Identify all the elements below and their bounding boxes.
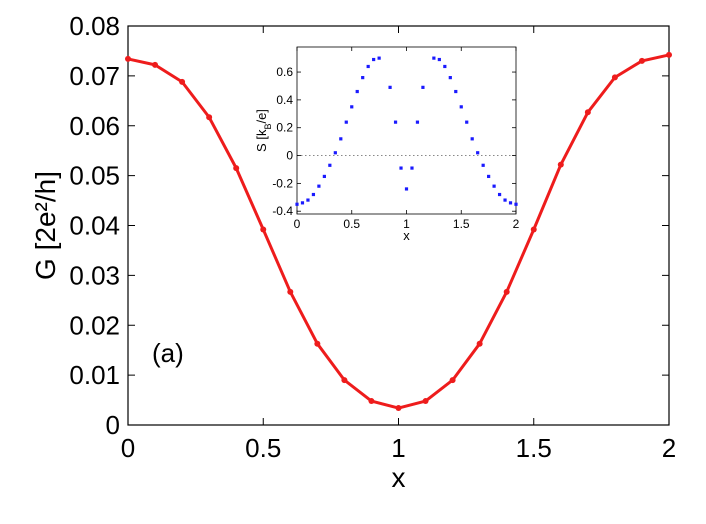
- main-data-point: [422, 398, 429, 405]
- main-y-tick-label: 0.03: [69, 260, 120, 290]
- inset-data-point: [448, 76, 452, 80]
- inset-data-point: [432, 56, 436, 60]
- inset-data-point: [492, 184, 496, 188]
- main-data-point: [395, 405, 402, 412]
- main-data-point: [206, 114, 213, 121]
- inset-data-point: [361, 76, 365, 80]
- inset-plot: 0 0.5 1 1.5 2 -0.4 -0.2 0 0.2 0.4 0.6 x S [kB/e]: [254, 46, 520, 243]
- inset-data-point: [487, 174, 491, 179]
- inset-data-point: [333, 151, 337, 155]
- main-y-tick-label: 0.04: [69, 211, 120, 241]
- main-plot: 0 0.5 1 1.5 2 0 0.01 0.02 0.03 0.04 0.05 0.06 0.07 0.…: [30, 11, 676, 493]
- main-y-tick-label: 0.07: [69, 61, 120, 91]
- inset-y-tick-label: 0: [286, 149, 293, 163]
- main-data-point: [638, 57, 645, 64]
- main-data-point: [666, 51, 672, 58]
- inset-data-point: [372, 57, 376, 62]
- main-x-tick-label: 1: [391, 433, 405, 463]
- inset-series: [295, 56, 518, 206]
- inset-data-point: [355, 89, 359, 94]
- inset-data-point: [470, 137, 474, 141]
- main-data-point: [287, 288, 294, 295]
- inset-data-point: [404, 187, 409, 191]
- main-data-point: [611, 74, 618, 81]
- inset-data-point: [322, 174, 326, 179]
- inset-data-point: [415, 120, 420, 124]
- main-data-point: [503, 288, 510, 295]
- inset-data-point: [388, 85, 392, 89]
- main-y-tick-label: 0.02: [69, 310, 120, 340]
- inset-data-point: [421, 85, 425, 89]
- panel-label: (a): [152, 338, 184, 368]
- main-x-tick-label: 0: [121, 433, 135, 463]
- inset-data-point: [328, 163, 332, 167]
- inset-data-point: [514, 202, 518, 206]
- inset-data-point: [508, 201, 513, 205]
- main-data-point: [557, 161, 564, 168]
- inset-data-point: [344, 120, 348, 124]
- inset-data-point: [317, 184, 321, 188]
- inset-data-point: [366, 64, 370, 69]
- inset-x-axis-label: x: [403, 228, 410, 243]
- main-y-tick-label: 0.08: [69, 11, 120, 41]
- inset-data-point: [437, 57, 441, 62]
- inset-x-tick-label: 0.5: [343, 217, 360, 231]
- inset-ticks: 0 0.5 1 1.5 2 -0.4 -0.2 0 0.2 0.4 0.6: [272, 47, 520, 231]
- main-y-tick-label: 0.06: [69, 111, 120, 141]
- main-y-tick-label: 0.01: [69, 360, 120, 390]
- inset-data-point: [300, 201, 305, 205]
- inset-y-tick-label: 0.4: [276, 93, 293, 107]
- main-ticks: 0 0.5 1 1.5 2 0 0.01 0.02 0.03 0.04 0.05 0.06 0.07 0.…: [69, 11, 676, 463]
- main-data-point: [179, 78, 186, 85]
- main-data-point: [341, 377, 348, 384]
- inset-x-tick-label: 1.5: [453, 217, 470, 231]
- main-data-point: [449, 377, 456, 384]
- main-data-point: [314, 340, 321, 347]
- main-x-tick-label: 1.5: [516, 433, 552, 463]
- inset-y-tick-label: 0.6: [276, 65, 293, 79]
- main-data-point: [152, 61, 159, 68]
- inset-data-point: [399, 166, 403, 170]
- inset-data-point: [295, 202, 299, 206]
- inset-data-point: [410, 166, 414, 170]
- main-data-point: [530, 226, 537, 233]
- inset-data-point: [476, 151, 480, 155]
- inset-data-point: [339, 137, 343, 141]
- inset-data-point: [306, 198, 310, 202]
- main-data-point: [125, 55, 131, 62]
- main-x-tick-label: 2: [662, 433, 676, 463]
- main-y-tick-label: 0.05: [69, 161, 120, 191]
- main-y-axis-label: G [2e²/h]: [30, 171, 61, 280]
- inset-data-point: [454, 89, 458, 94]
- inset-data-point: [350, 105, 354, 109]
- inset-y-tick-label: 0.2: [276, 121, 293, 135]
- inset-data-point: [497, 192, 502, 197]
- inset-data-point: [481, 163, 485, 167]
- inset-background: [297, 47, 516, 214]
- inset-y-axis-label: S [kB/e]: [254, 109, 273, 152]
- main-data-point: [368, 398, 375, 405]
- inset-y-tick-label: -0.4: [272, 204, 293, 218]
- inset-x-tick-label: 2: [513, 217, 520, 231]
- inset-x-tick-label: 0: [294, 217, 301, 231]
- main-data-point: [260, 226, 267, 233]
- main-y-tick-label: 0: [106, 410, 120, 440]
- inset-data-point: [311, 192, 316, 197]
- inset-data-point: [459, 105, 463, 109]
- main-series: [125, 51, 672, 412]
- main-data-point: [584, 109, 591, 116]
- inset-data-point: [393, 120, 398, 124]
- inset-data-point: [443, 64, 447, 69]
- main-data-point: [476, 340, 483, 347]
- inset-data-point: [377, 56, 381, 60]
- inset-data-point: [465, 120, 469, 124]
- inset-y-tick-label: -0.2: [272, 176, 293, 190]
- main-data-point: [233, 165, 240, 172]
- main-x-axis-label: x: [392, 462, 406, 493]
- inset-data-point: [503, 198, 507, 202]
- main-x-tick-label: 0.5: [245, 433, 281, 463]
- inset-x-tick-label: 1: [403, 217, 410, 231]
